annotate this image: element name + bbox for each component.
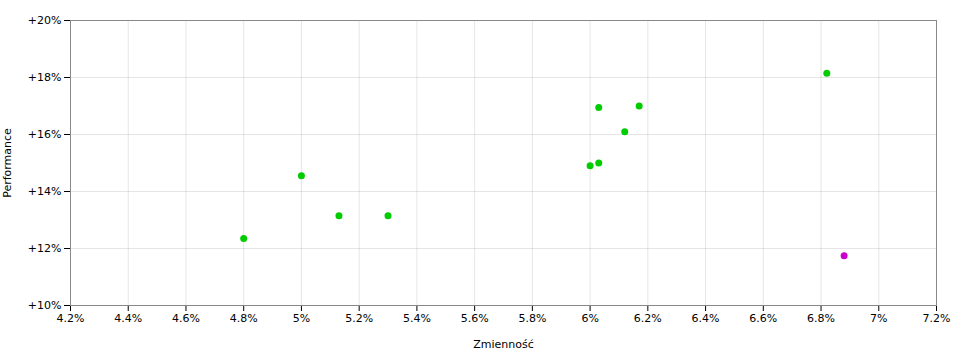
svg-text:6.4%: 6.4% xyxy=(692,312,720,325)
svg-text:+20%: +20% xyxy=(28,14,62,27)
svg-text:5.4%: 5.4% xyxy=(403,312,431,325)
svg-text:+18%: +18% xyxy=(28,71,62,84)
svg-text:Zmienność: Zmienność xyxy=(473,338,534,350)
svg-text:+16%: +16% xyxy=(28,128,62,141)
svg-text:+12%: +12% xyxy=(28,242,62,255)
svg-text:5.8%: 5.8% xyxy=(518,312,546,325)
svg-text:4.2%: 4.2% xyxy=(57,312,85,325)
svg-text:5%: 5% xyxy=(293,312,310,325)
svg-text:6.8%: 6.8% xyxy=(807,312,835,325)
svg-text:5.2%: 5.2% xyxy=(345,312,373,325)
svg-text:6.6%: 6.6% xyxy=(749,312,777,325)
svg-text:+14%: +14% xyxy=(28,185,62,198)
svg-text:4.6%: 4.6% xyxy=(172,312,200,325)
svg-text:Performance: Performance xyxy=(1,128,14,198)
svg-text:6.2%: 6.2% xyxy=(634,312,662,325)
svg-text:7%: 7% xyxy=(870,312,887,325)
svg-text:4.8%: 4.8% xyxy=(230,312,258,325)
svg-text:+10%: +10% xyxy=(28,299,62,312)
svg-text:5.6%: 5.6% xyxy=(461,312,489,325)
svg-text:7.2%: 7.2% xyxy=(923,312,951,325)
svg-text:4.4%: 4.4% xyxy=(114,312,142,325)
svg-text:6%: 6% xyxy=(581,312,598,325)
